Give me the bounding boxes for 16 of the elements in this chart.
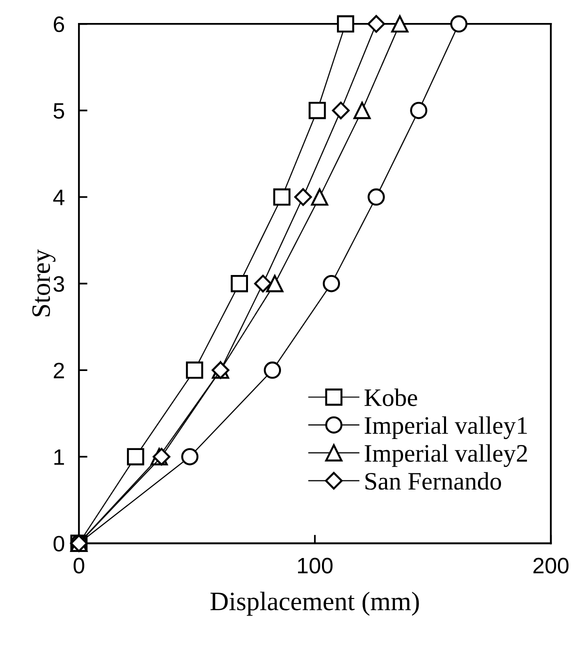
y-tick-label: 2 bbox=[54, 362, 64, 378]
y-tick-label: 3 bbox=[54, 276, 64, 292]
x-tick-label: 200 bbox=[533, 558, 569, 574]
legend-label: Kobe bbox=[364, 388, 418, 406]
legend-label: Imperial valley1 bbox=[364, 416, 527, 440]
legend-label: San Fernando bbox=[365, 472, 502, 490]
legend-label: Imperial valley2 bbox=[364, 444, 527, 467]
x-axis-title: Displacement (mm) bbox=[210, 592, 419, 616]
y-tick-label: 0 bbox=[54, 536, 64, 552]
y-tick-label: 5 bbox=[54, 103, 64, 119]
x-tick-label: 100 bbox=[298, 558, 333, 574]
x-tick-label: 0 bbox=[74, 558, 84, 574]
y-tick-label: 6 bbox=[54, 16, 64, 32]
y-axis-title: Storey bbox=[32, 249, 56, 316]
y-tick-label: 1 bbox=[54, 449, 64, 465]
y-tick-label: 4 bbox=[53, 190, 64, 206]
